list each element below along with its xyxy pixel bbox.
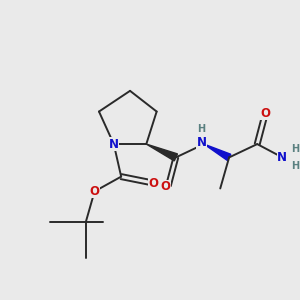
Text: O: O	[148, 177, 158, 190]
Text: N: N	[278, 151, 287, 164]
Text: H: H	[291, 161, 299, 171]
Polygon shape	[204, 144, 231, 160]
Text: O: O	[260, 106, 270, 119]
Text: H: H	[198, 124, 206, 134]
Polygon shape	[146, 144, 178, 161]
Text: O: O	[90, 185, 100, 198]
Text: N: N	[196, 136, 207, 149]
Text: H: H	[291, 144, 299, 154]
Text: N: N	[109, 138, 119, 151]
Text: O: O	[160, 181, 170, 194]
